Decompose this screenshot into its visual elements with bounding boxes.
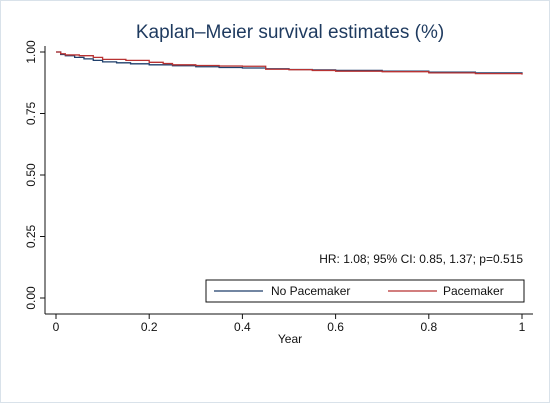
x-axis: 0 0.2 0.4 0.6 0.8 1 [45,313,533,334]
legend-label-pacemaker: Pacemaker [443,284,504,298]
legend: No Pacemaker Pacemaker [205,279,525,303]
chart-title: Kaplan–Meier survival estimates (%) [136,22,444,43]
x-tick-label: 0.2 [141,320,158,334]
y-tick-label: 0.50 [24,163,38,187]
x-tick-label: 0.8 [420,320,437,334]
y-tick-label: 0.00 [24,286,38,310]
hazard-ratio-annotation: HR: 1.08; 95% CI: 0.85, 1.37; p=0.515 [319,252,523,266]
series-line-pacemaker [56,51,523,75]
x-tick-label: 0 [53,320,60,334]
y-tick-label: 1.00 [24,40,38,64]
series-line-no-pacemaker [56,51,523,74]
legend-box [205,279,525,303]
x-tick-label: 0.6 [327,320,344,334]
x-axis-title: Year [278,332,302,346]
legend-label-no-pacemaker: No Pacemaker [271,284,350,298]
x-tick-label: 0.4 [234,320,251,334]
x-tick-label: 1 [519,320,526,334]
series-lines [56,51,523,75]
y-tick-label: 0.75 [24,101,38,125]
y-axis: 0.00 0.25 0.50 0.75 1.00 [24,40,46,314]
y-tick-label: 0.25 [24,224,38,248]
